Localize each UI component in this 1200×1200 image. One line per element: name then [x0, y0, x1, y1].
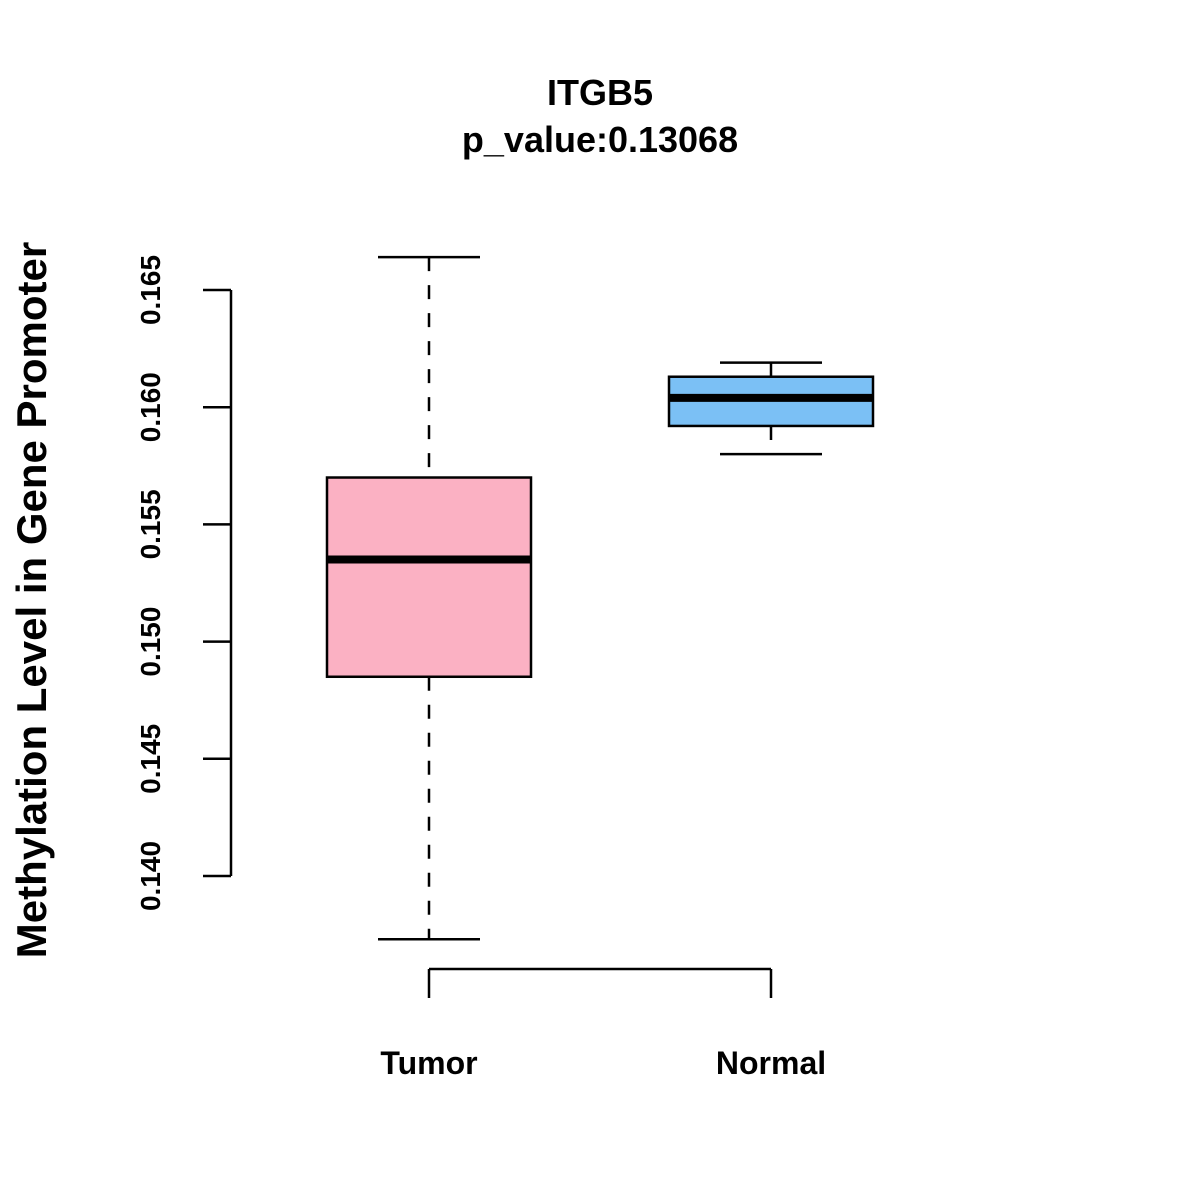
y-tick-label: 0.150 [135, 607, 166, 677]
box-tumor [325, 255, 533, 941]
box-group [325, 255, 875, 941]
box-normal [667, 361, 875, 456]
x-axis: Tumor Normal [380, 967, 826, 1081]
chart-title: ITGB5 [547, 72, 653, 113]
x-category-label: Normal [716, 1045, 826, 1081]
y-tick-label: 0.140 [135, 841, 166, 911]
chart-subtitle: p_value:0.13068 [462, 119, 738, 160]
y-axis-label: Methylation Level in Gene Promoter [8, 242, 55, 958]
y-tick-label: 0.160 [135, 372, 166, 442]
y-axis: 0.140 0.145 0.150 0.155 0.160 0.165 [135, 255, 233, 911]
iqr-box [325, 476, 533, 679]
y-tick-label: 0.145 [135, 724, 166, 794]
y-tick-label: 0.165 [135, 255, 166, 325]
y-tick-label: 0.155 [135, 489, 166, 559]
x-category-label: Tumor [380, 1045, 477, 1081]
